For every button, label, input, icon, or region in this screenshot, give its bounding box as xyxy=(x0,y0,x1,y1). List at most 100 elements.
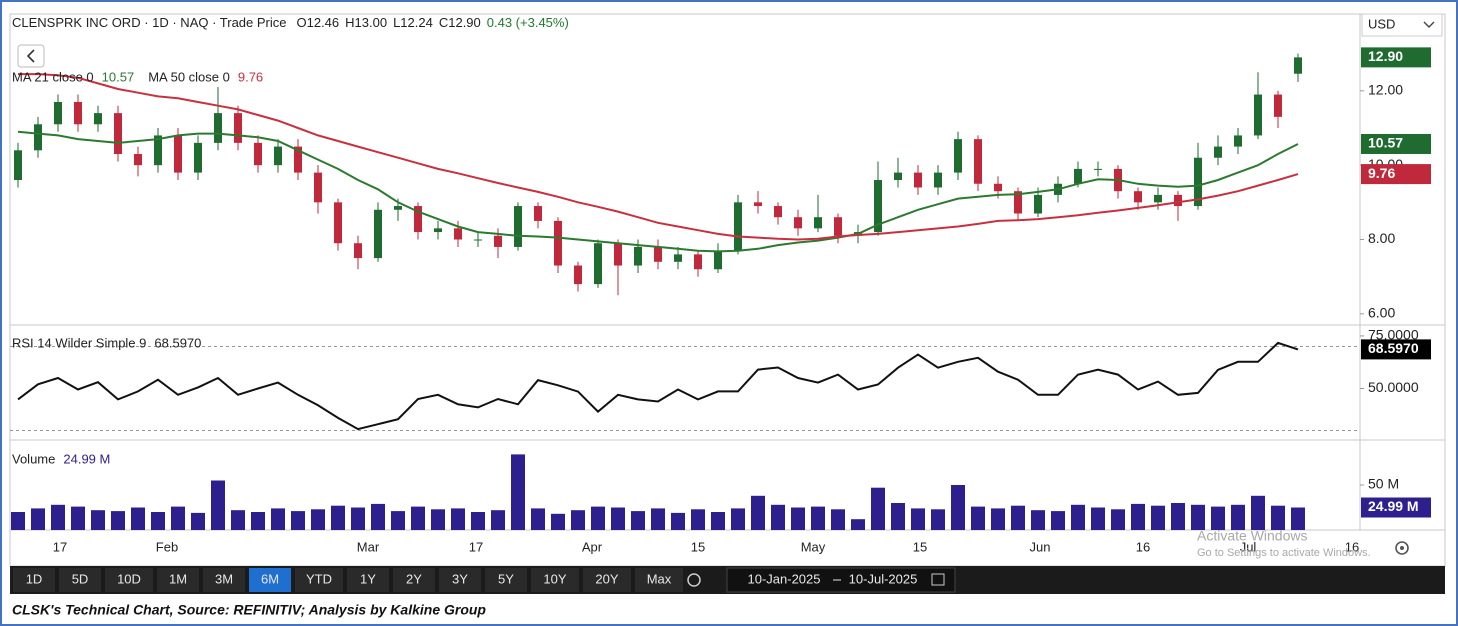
volume-bar xyxy=(1271,505,1285,530)
candle-body xyxy=(814,217,822,229)
candle-body xyxy=(1274,94,1282,117)
x-tick-label: May xyxy=(801,539,826,554)
range-button[interactable] xyxy=(157,568,199,592)
range-label: 10D xyxy=(117,571,141,586)
volume-bar xyxy=(1191,504,1205,530)
candle-body xyxy=(414,206,422,233)
range-label: 1D xyxy=(26,571,43,586)
candle-body xyxy=(1194,157,1202,207)
x-tick-label: Feb xyxy=(156,539,178,554)
candle-body xyxy=(674,254,682,262)
last-ma-box xyxy=(1361,133,1431,154)
back-button[interactable] xyxy=(17,44,45,68)
open: O12.46 xyxy=(297,15,340,30)
volume-bar xyxy=(471,512,485,530)
candle-body xyxy=(974,139,982,184)
calendar-icon[interactable] xyxy=(931,573,945,586)
x-tick-label: 15 xyxy=(913,539,927,554)
back-icon xyxy=(26,49,35,63)
volume-bar xyxy=(571,510,585,530)
date-to: 10-Jul-2025 xyxy=(849,571,918,586)
range-button[interactable] xyxy=(203,568,245,592)
volume-bar xyxy=(651,508,665,530)
legend-name: RSI 14 Wilder Simple 9 xyxy=(12,335,146,350)
legend-name: Volume xyxy=(12,451,55,466)
x-tick-label: Apr xyxy=(582,539,603,554)
volume-bar xyxy=(1211,506,1225,530)
currency-select[interactable] xyxy=(1361,13,1443,37)
candle-body xyxy=(1294,57,1302,74)
volume-bar xyxy=(1151,505,1165,530)
range-button[interactable] xyxy=(393,568,435,592)
legend-value: 9.76 xyxy=(238,69,263,84)
last-rsi-box xyxy=(1361,339,1431,360)
volume-bar xyxy=(211,480,225,530)
range-button[interactable] xyxy=(347,568,389,592)
range-button[interactable] xyxy=(59,568,101,592)
candle-body xyxy=(114,113,122,155)
caption: CLSK's Technical Chart, Source: REFINITI… xyxy=(12,602,486,618)
watermark-title: Activate Windows xyxy=(1197,528,1307,544)
candle-body xyxy=(74,101,82,125)
legend-value: 68.5970 xyxy=(154,335,201,350)
candle-body xyxy=(54,101,62,125)
settings-icon[interactable] xyxy=(1395,541,1409,555)
volume-bar xyxy=(311,509,325,530)
volume-bar xyxy=(751,495,765,530)
volume-bar xyxy=(231,510,245,530)
legend-value: 24.99 M xyxy=(63,451,110,466)
volume-bar xyxy=(931,509,945,530)
header: CLENSPRK INC ORD · 1D · NAQ · Trade Pric… xyxy=(12,15,569,30)
candle-body xyxy=(254,142,262,166)
range-button[interactable] xyxy=(13,568,55,592)
range-button[interactable] xyxy=(249,568,291,592)
range-label: 1Y xyxy=(360,571,376,586)
last-price: 12.90 xyxy=(1368,48,1403,64)
volume-bar xyxy=(611,507,625,530)
volume-bar xyxy=(131,507,145,530)
last-ma-box xyxy=(1361,164,1431,185)
toolbar-settings[interactable] xyxy=(687,573,701,587)
candle-body xyxy=(714,250,722,270)
volume-bar xyxy=(791,507,805,530)
candle-body xyxy=(1074,168,1082,184)
candle-body xyxy=(994,183,1002,192)
candle-body xyxy=(554,220,562,266)
candle-body xyxy=(334,202,342,244)
candle-body xyxy=(214,113,222,143)
change: 0.43 (+3.45%) xyxy=(487,15,569,30)
candle-body xyxy=(374,209,382,259)
range-button[interactable] xyxy=(485,568,527,592)
volume-bar xyxy=(891,503,905,530)
volume-bar xyxy=(691,509,705,530)
volume-bar xyxy=(371,503,385,530)
range-label: 20Y xyxy=(595,571,618,586)
range-button[interactable] xyxy=(531,568,579,592)
range-button[interactable] xyxy=(295,568,343,592)
range-button[interactable] xyxy=(635,568,683,592)
volume-bar xyxy=(1131,503,1145,530)
range-button[interactable] xyxy=(105,568,153,592)
candle-body xyxy=(14,150,22,181)
candle-body xyxy=(694,254,702,270)
volume-bar xyxy=(1071,504,1085,530)
series-line xyxy=(17,341,1299,431)
volume-bar xyxy=(671,512,685,530)
y-tick-label: 50.0000 xyxy=(1368,379,1419,395)
candle-body xyxy=(614,243,622,266)
candle-body xyxy=(914,172,922,188)
range-label: 2Y xyxy=(406,571,422,586)
candle-body xyxy=(94,113,102,125)
volume-bar xyxy=(391,511,405,530)
close: C12.90 xyxy=(439,15,481,30)
legend-name: MA 50 close 0 xyxy=(148,69,230,84)
volume-bar xyxy=(251,512,265,530)
x-tick-label: Mar xyxy=(357,539,380,554)
range-button[interactable] xyxy=(439,568,481,592)
candle-body xyxy=(734,202,742,251)
volume-bar xyxy=(351,507,365,530)
range-button[interactable] xyxy=(583,568,631,592)
range-label: 10Y xyxy=(543,571,566,586)
volume-bar xyxy=(431,509,445,530)
